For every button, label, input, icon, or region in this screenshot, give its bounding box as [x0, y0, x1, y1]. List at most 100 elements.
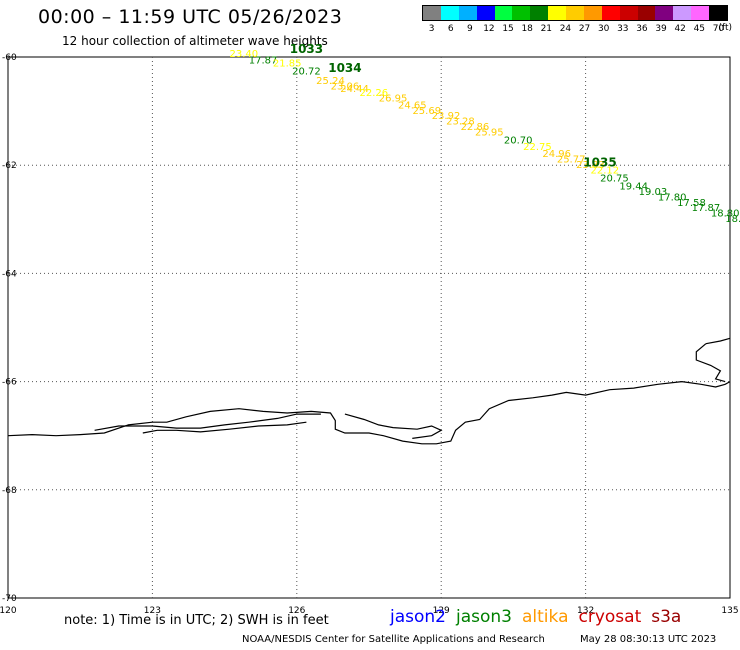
- legend-label: 24: [559, 24, 572, 34]
- coastline: [695, 343, 726, 383]
- legend-swatch: [583, 6, 602, 20]
- swh-value-label: 17.80: [658, 192, 687, 203]
- swh-value-label: 17.58: [677, 198, 706, 209]
- legend-swatch: [655, 6, 674, 20]
- map-frame: [7, 56, 731, 599]
- longitude-label: 120: [0, 606, 17, 616]
- footer-note: note: 1) Time is in UTC; 2) SWH is in fe…: [64, 613, 329, 628]
- satellite-altika: altika: [522, 607, 569, 627]
- legend-label: 27: [578, 24, 591, 34]
- legend-label: 70: [712, 24, 725, 34]
- legend-swatch: [530, 6, 549, 20]
- swh-value-label: 22.26: [359, 88, 388, 99]
- swh-value-label: 18.29: [725, 214, 740, 225]
- legend-swatch: [458, 6, 477, 20]
- swh-value-label: 25.24: [316, 76, 345, 87]
- satellite-cryosat: cryosat: [578, 607, 642, 627]
- legend-label: 21: [540, 24, 553, 34]
- swh-value-label: 23.06: [331, 81, 360, 92]
- latitude-label: -64: [2, 269, 17, 279]
- swh-value-label: 22.86: [461, 122, 490, 133]
- legend-swatch: [440, 6, 459, 20]
- map-title: 00:00 – 11:59 UTC 05/26/2023: [38, 6, 343, 28]
- legend-label: 39: [655, 24, 667, 34]
- footer-credit: NOAA/NESDIS Center for Satellite Applica…: [242, 634, 716, 645]
- legend-swatch: [548, 6, 566, 20]
- latitude-label: -70: [2, 594, 17, 604]
- latitude-label: -62: [2, 161, 17, 171]
- swh-value-label: 20.75: [600, 173, 629, 184]
- swh-value-label: 19.03: [639, 187, 668, 198]
- color-scale-bar: [422, 5, 728, 21]
- legend-label: 9: [466, 24, 473, 34]
- legend-swatch: [691, 6, 709, 20]
- swh-value-label: 24.65: [398, 100, 427, 111]
- track-label: 1034: [328, 61, 361, 75]
- coastline: [344, 413, 443, 439]
- generated-timestamp: May 28 08:30:13 UTC 2023: [580, 634, 717, 645]
- legend-swatch: [673, 6, 692, 20]
- legend-label: 30: [597, 24, 610, 34]
- swh-value-label: 17.87: [249, 55, 278, 66]
- legend-swatch: [637, 6, 656, 20]
- legend-label: 45: [693, 24, 706, 34]
- swh-value-label: 23.28: [446, 117, 475, 128]
- color-scale-unit: (ft): [718, 23, 732, 33]
- swh-value-label: 25.69: [412, 106, 441, 117]
- coastline: [142, 421, 307, 434]
- longitude-label: 126: [288, 606, 305, 616]
- longitude-label: 129: [433, 606, 450, 616]
- latitude-label: -68: [2, 486, 17, 496]
- swh-value-label: 25.77: [557, 154, 586, 165]
- color-scale-labels: 3 6 9 12 15 18 21 24 27 30 33 36 39 42 45 70: [422, 24, 728, 34]
- track-label: 1035: [583, 156, 616, 170]
- legend-label: 33: [617, 24, 629, 34]
- swh-value-label: 25.95: [475, 127, 504, 138]
- color-scale-legend: 3 6 9 12 15 18 21 24 27 30 33 36 39 42 45 70 (ft): [422, 5, 732, 35]
- swh-value-label: 21.85: [273, 59, 302, 70]
- swh-value-label: 23.92: [432, 111, 461, 122]
- coastline: [705, 337, 731, 345]
- swh-value-label: 17.87: [692, 203, 721, 214]
- legend-swatch: [494, 6, 513, 20]
- swh-value-label: 24.44: [340, 84, 369, 95]
- swh-value-label: 24.96: [542, 149, 571, 160]
- legend-label: 42: [674, 24, 686, 34]
- longitude-label: 123: [144, 606, 161, 616]
- swh-value-label: 23.40: [230, 49, 259, 60]
- legend-label: 3: [428, 24, 435, 34]
- swh-value-label: 26.95: [379, 93, 408, 104]
- legend-label: 18: [521, 24, 533, 34]
- map-subtitle: 12 hour collection of altimeter wave hei…: [62, 34, 328, 48]
- satellite-jason3: jason3: [456, 607, 512, 627]
- latitude-label: -60: [2, 53, 17, 63]
- latitude-label: -66: [2, 378, 17, 388]
- legend-swatch: [512, 6, 531, 20]
- coastline: [94, 413, 321, 431]
- swh-value-label: 22.12: [591, 165, 620, 176]
- longitude-label: 135: [721, 606, 738, 616]
- swh-value-label: 19.44: [619, 182, 648, 193]
- coastline: [7, 380, 731, 445]
- satellite-legend: jason2 jason3 altika cryosat s3a: [390, 607, 691, 627]
- swh-value-label: 18.80: [711, 209, 740, 220]
- legend-label: 36: [636, 24, 648, 34]
- swh-value-label: 23.83: [576, 160, 605, 171]
- longitude-label: 132: [577, 606, 594, 616]
- legend-swatch: [566, 6, 584, 20]
- swh-value-label: 20.72: [292, 66, 321, 77]
- legend-swatch: [709, 6, 727, 20]
- swh-value-label: 22.75: [523, 142, 552, 153]
- track-label: 1033: [290, 42, 323, 56]
- legend-swatch: [476, 6, 495, 20]
- swh-value-label: 20.70: [504, 136, 533, 147]
- legend-label: 12: [483, 24, 495, 34]
- legend-swatch: [619, 6, 638, 20]
- legend-swatch: [423, 6, 441, 20]
- credit-text: NOAA/NESDIS Center for Satellite Applica…: [242, 634, 545, 645]
- legend-label: 15: [502, 24, 514, 34]
- satellite-s3a: s3a: [651, 607, 682, 627]
- legend-label: 6: [447, 24, 454, 34]
- legend-swatch: [601, 6, 620, 20]
